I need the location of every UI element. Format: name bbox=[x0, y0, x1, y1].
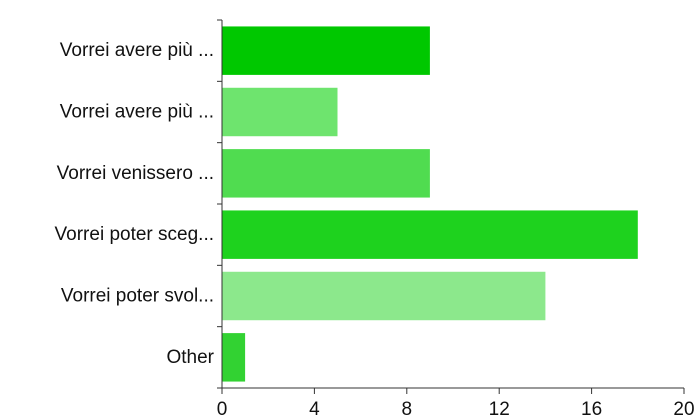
bars-group bbox=[222, 26, 638, 382]
x-tick-labels: 0 4 8 12 16 20 bbox=[217, 399, 695, 420]
bar-4 bbox=[222, 271, 546, 321]
category-label-5: Other bbox=[166, 347, 214, 368]
category-label-0: Vorrei avere più ... bbox=[60, 40, 214, 61]
bar-5 bbox=[222, 333, 246, 382]
category-label-3: Vorrei poter sceg... bbox=[55, 224, 214, 245]
bar-1 bbox=[222, 87, 338, 137]
bar-0 bbox=[222, 26, 430, 75]
x-tick-label-0: 0 bbox=[217, 399, 228, 420]
x-tick-label-5: 20 bbox=[673, 399, 694, 420]
bar-3 bbox=[222, 210, 638, 259]
category-label-1: Vorrei avere più ... bbox=[60, 102, 214, 123]
x-tick-label-3: 12 bbox=[489, 399, 510, 420]
x-tick-label-4: 16 bbox=[581, 399, 602, 420]
category-label-4: Vorrei poter svol... bbox=[61, 286, 214, 307]
axes-group bbox=[217, 19, 685, 394]
category-label-2: Vorrei venissero ... bbox=[57, 163, 214, 184]
bar-2 bbox=[222, 149, 430, 198]
x-tick-label-1: 4 bbox=[309, 399, 320, 420]
category-labels: Vorrei avere più ... Vorrei avere più ...… bbox=[55, 40, 215, 368]
x-tick-label-2: 8 bbox=[402, 399, 413, 420]
